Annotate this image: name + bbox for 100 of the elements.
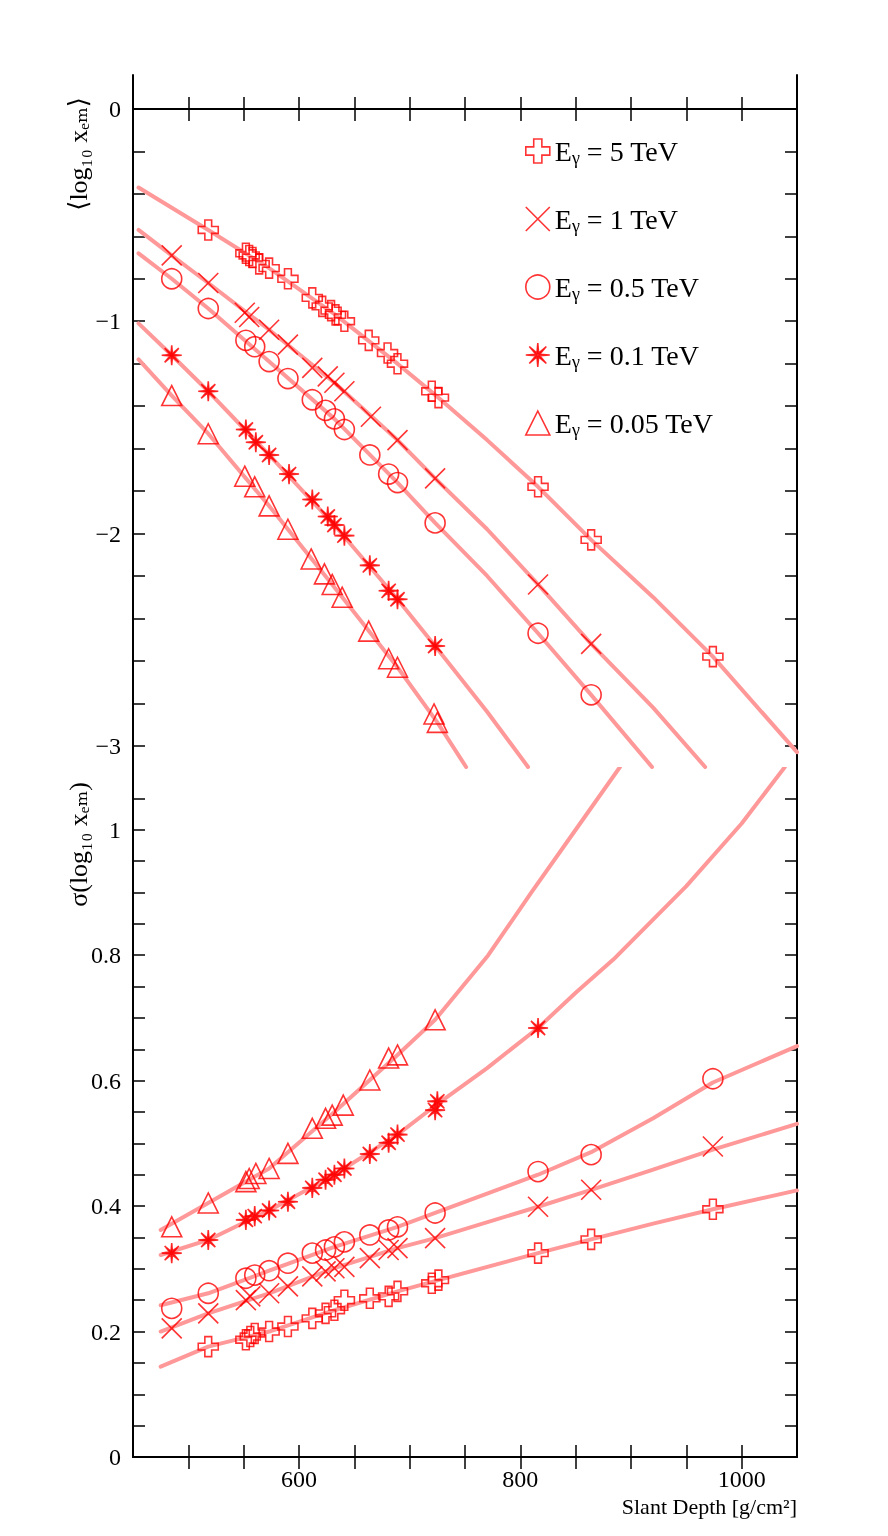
point: [386, 1044, 409, 1066]
point: [301, 1242, 324, 1264]
x-tick-label: 1000: [717, 1466, 766, 1492]
point: [333, 310, 356, 333]
point: [301, 357, 324, 379]
y-tick-label: 0.6: [91, 1067, 121, 1094]
point: [323, 1257, 346, 1279]
point: [197, 1335, 220, 1358]
point: [314, 1107, 337, 1130]
point: [160, 1317, 183, 1340]
y-tick-label: 0.2: [91, 1318, 121, 1345]
point: [424, 635, 446, 657]
point: [277, 333, 299, 356]
point: [235, 418, 257, 441]
point: [197, 1302, 220, 1325]
point: [377, 463, 400, 485]
point: [277, 367, 299, 390]
point: [359, 554, 381, 577]
point: [377, 1239, 400, 1261]
y-axis-title: σ(log₁₀ xₑₘ): [63, 782, 93, 907]
point: [527, 476, 549, 498]
point: [197, 380, 220, 403]
point: [702, 645, 724, 668]
point: [376, 342, 399, 364]
point: [233, 301, 256, 324]
point: [197, 272, 220, 294]
point: [424, 1008, 446, 1031]
point: [245, 431, 267, 454]
point: [197, 1282, 220, 1305]
point: [424, 1227, 446, 1249]
point: [527, 622, 549, 645]
point: [160, 244, 183, 267]
point: [333, 380, 356, 403]
point: [427, 1269, 450, 1291]
point: [243, 1264, 266, 1286]
point: [197, 1229, 220, 1251]
point: [377, 1047, 400, 1069]
point: [277, 1315, 299, 1338]
point: [160, 1242, 183, 1264]
point: [377, 647, 400, 670]
y-tick-label: −1: [95, 308, 121, 335]
point: [527, 1017, 549, 1039]
point: [197, 1192, 220, 1214]
point: [277, 267, 299, 290]
point: [357, 620, 380, 642]
point: [323, 371, 346, 394]
point: [359, 1247, 381, 1269]
point: [301, 287, 324, 309]
point: [258, 1259, 280, 1282]
y-tick-label: −2: [95, 520, 121, 547]
point: [702, 1067, 724, 1090]
point: [426, 711, 449, 734]
point: [424, 467, 446, 490]
point: [333, 1289, 356, 1311]
point: [323, 1236, 346, 1258]
point: [580, 1228, 602, 1251]
point: [421, 1272, 443, 1295]
point: [160, 267, 183, 290]
point: [160, 1297, 183, 1320]
point: [323, 408, 346, 430]
point: [423, 703, 445, 725]
point: [377, 1219, 400, 1241]
point: [258, 495, 280, 517]
point: [301, 1177, 324, 1199]
point: [277, 1275, 299, 1298]
point: [301, 1265, 324, 1288]
point: [316, 365, 339, 388]
point: [300, 548, 322, 570]
point: [311, 295, 334, 318]
point: [277, 518, 299, 541]
point: [258, 350, 280, 373]
point: [333, 418, 356, 441]
point: [580, 684, 602, 706]
point: [314, 1302, 337, 1325]
point: [386, 588, 409, 611]
point: [332, 1094, 355, 1116]
point: [580, 529, 602, 551]
point: [197, 422, 220, 445]
point: [258, 1282, 280, 1305]
point: [197, 297, 220, 320]
point: [239, 1285, 262, 1308]
point: [323, 1299, 346, 1322]
point: [258, 1199, 280, 1222]
point: [580, 1178, 602, 1201]
point: [301, 1117, 324, 1140]
point: [243, 335, 266, 358]
point: [238, 306, 260, 328]
point: [702, 1135, 724, 1158]
point: [527, 1195, 549, 1218]
point: [301, 488, 324, 511]
point: [314, 399, 337, 422]
point: [527, 1160, 549, 1183]
point: [277, 1252, 299, 1274]
point: [386, 429, 409, 451]
point: [333, 1231, 356, 1253]
y-tick-label: 0: [109, 95, 121, 122]
x-axis-title: Slant Depth [g/cm²]: [621, 1493, 797, 1519]
point: [377, 1285, 400, 1308]
point: [359, 1143, 381, 1165]
line-series: [158, 1044, 799, 1308]
